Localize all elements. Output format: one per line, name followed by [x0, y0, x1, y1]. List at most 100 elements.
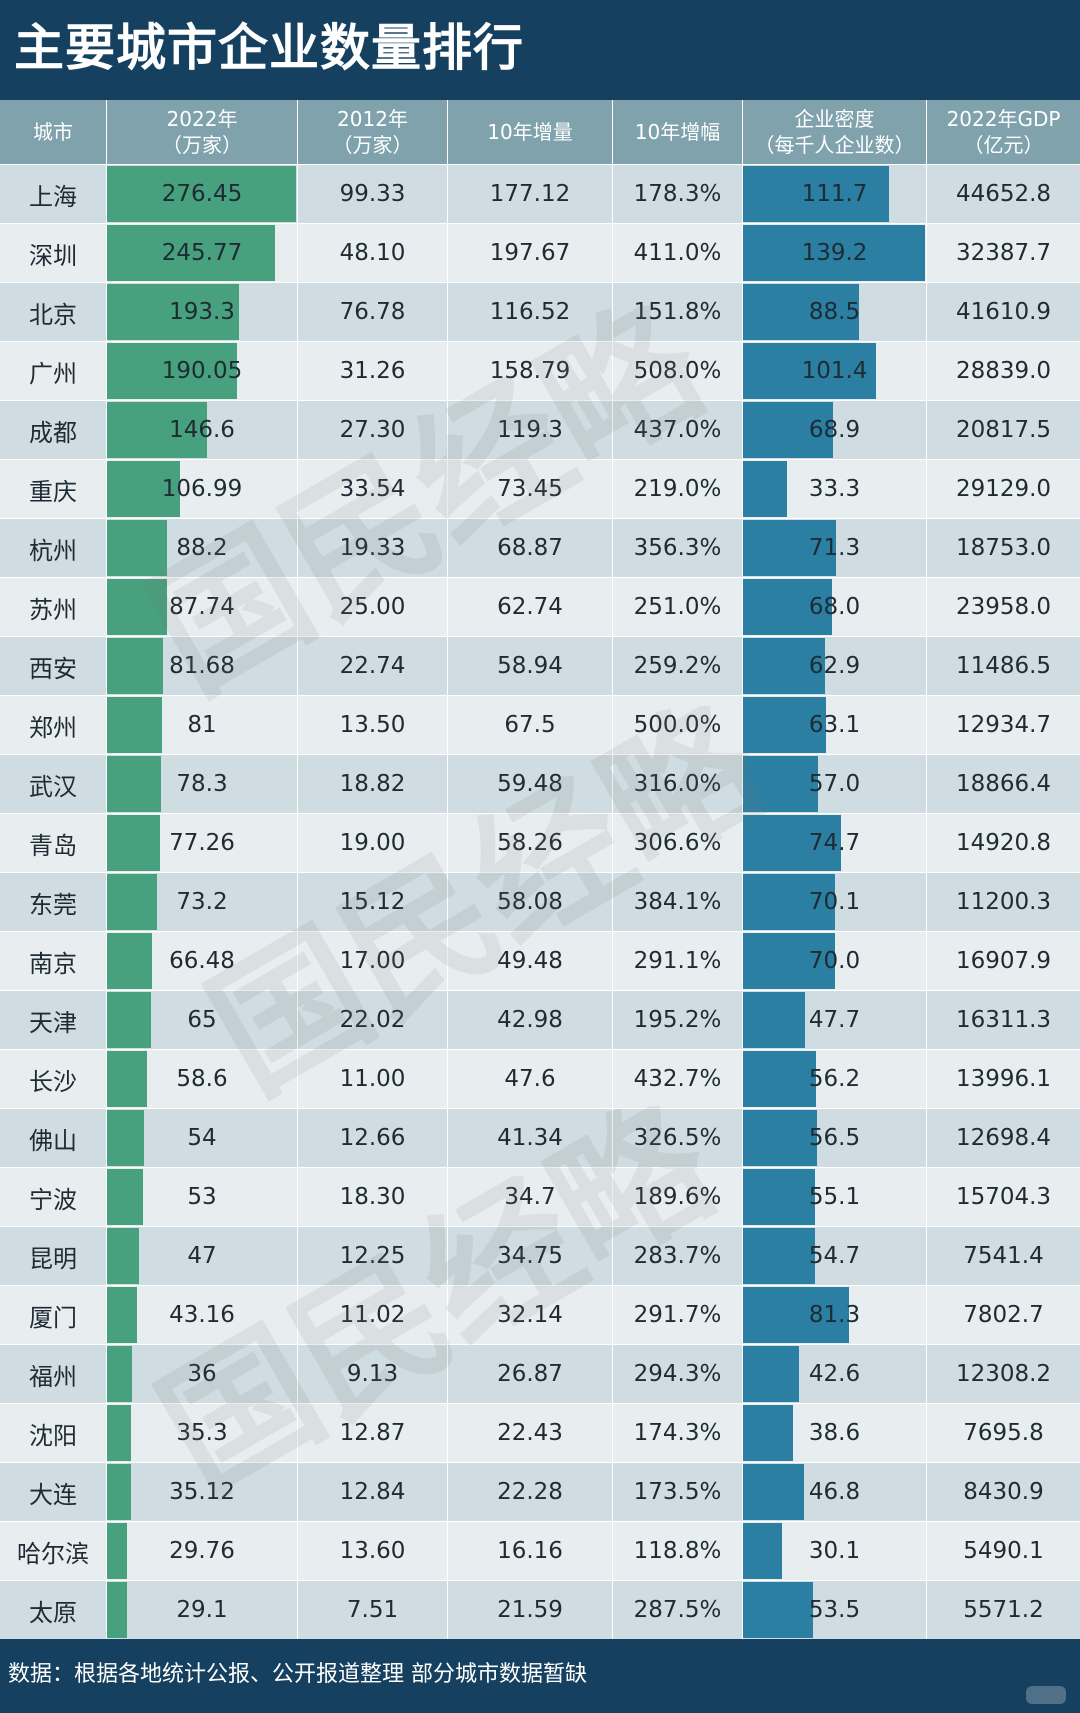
cell-gdp: 16907.9: [927, 932, 1080, 990]
cell-gdp: 14920.8: [927, 814, 1080, 872]
column-header-line: 城市: [33, 120, 73, 144]
table-row: 重庆 106.99 33.54 73.45 219.0% 33.3 29129.0: [0, 459, 1080, 518]
cell-gdp: 16311.3: [927, 991, 1080, 1049]
value-y2022: 87.74: [169, 594, 235, 620]
value-gdp: 18866.4: [955, 771, 1052, 797]
value-growth: 195.2%: [633, 1007, 722, 1033]
cell-y2012: 17.00: [298, 932, 448, 990]
value-increase: 68.87: [497, 535, 563, 561]
cell-y2022: 245.77: [107, 224, 298, 282]
value-y2022: 146.6: [169, 417, 235, 443]
value-y2022: 78.3: [176, 771, 228, 797]
bar-density: [743, 1346, 799, 1402]
bar-density: [743, 638, 826, 694]
value-gdp: 12934.7: [955, 712, 1052, 738]
value-city: 杭州: [29, 536, 77, 565]
cell-growth: 219.0%: [613, 460, 743, 518]
cell-density: 54.7: [743, 1227, 927, 1285]
value-growth: 174.3%: [633, 1420, 722, 1446]
cell-density: 81.3: [743, 1286, 927, 1344]
cell-y2012: 12.66: [298, 1109, 448, 1167]
value-y2022: 193.3: [169, 299, 235, 325]
cell-growth: 173.5%: [613, 1463, 743, 1521]
value-increase: 42.98: [497, 1007, 563, 1033]
bar-density: [743, 1464, 805, 1520]
value-growth: 356.3%: [633, 535, 722, 561]
bar-density: [743, 815, 841, 871]
cell-growth: 500.0%: [613, 696, 743, 754]
value-gdp: 29129.0: [955, 476, 1052, 502]
value-increase: 16.16: [497, 1538, 563, 1564]
cell-y2022: 53: [107, 1168, 298, 1226]
value-density: 68.9: [808, 417, 861, 443]
cell-gdp: 23958.0: [927, 578, 1080, 636]
cell-density: 53.5: [743, 1581, 927, 1639]
value-y2022: 53: [187, 1184, 217, 1210]
cell-density: 55.1: [743, 1168, 927, 1226]
value-y2022: 81: [187, 712, 217, 738]
table-row: 昆明 47 12.25 34.75 283.7% 54.7 7541.4: [0, 1226, 1080, 1285]
cell-density: 101.4: [743, 342, 927, 400]
value-gdp: 18753.0: [955, 535, 1052, 561]
source-note: 数据：根据各地统计公报、公开报道整理 部分城市数据暂缺: [8, 1662, 587, 1687]
cell-city: 福州: [0, 1345, 107, 1403]
value-y2012: 12.25: [339, 1243, 406, 1269]
cell-increase: 58.26: [448, 814, 613, 872]
cell-increase: 42.98: [448, 991, 613, 1049]
cell-y2022: 47: [107, 1227, 298, 1285]
value-y2012: 31.26: [339, 358, 406, 384]
cell-city: 青岛: [0, 814, 107, 872]
value-increase: 32.14: [497, 1302, 563, 1328]
cell-y2022: 35.12: [107, 1463, 298, 1521]
cell-y2022: 43.16: [107, 1286, 298, 1344]
cell-y2012: 7.51: [298, 1581, 448, 1639]
cell-density: 56.5: [743, 1109, 927, 1167]
cell-increase: 34.7: [448, 1168, 613, 1226]
value-gdp: 14920.8: [955, 830, 1052, 856]
cell-gdp: 28839.0: [927, 342, 1080, 400]
cell-city: 沈阳: [0, 1404, 107, 1462]
value-growth: 411.0%: [633, 240, 722, 266]
cell-city: 大连: [0, 1463, 107, 1521]
value-growth: 283.7%: [633, 1243, 722, 1269]
cell-increase: 73.45: [448, 460, 613, 518]
table-row: 苏州 87.74 25.00 62.74 251.0% 68.0 23958.0: [0, 577, 1080, 636]
cell-city: 太原: [0, 1581, 107, 1639]
value-gdp: 15704.3: [955, 1184, 1052, 1210]
value-gdp: 16907.9: [955, 948, 1052, 974]
value-density: 56.5: [808, 1125, 861, 1151]
value-y2022: 190.05: [161, 358, 243, 384]
value-increase: 34.75: [497, 1243, 563, 1269]
value-growth: 173.5%: [633, 1479, 722, 1505]
cell-increase: 158.79: [448, 342, 613, 400]
cell-y2012: 12.25: [298, 1227, 448, 1285]
bar-density: [743, 874, 835, 930]
cell-growth: 259.2%: [613, 637, 743, 695]
table-row: 佛山 54 12.66 41.34 326.5% 56.5 12698.4: [0, 1108, 1080, 1167]
value-increase: 26.87: [497, 1361, 563, 1387]
table-row: 哈尔滨 29.76 13.60 16.16 118.8% 30.1 5490.1: [0, 1521, 1080, 1580]
value-density: 56.2: [808, 1066, 861, 1092]
cell-density: 42.6: [743, 1345, 927, 1403]
cell-city: 佛山: [0, 1109, 107, 1167]
value-y2012: 19.33: [339, 535, 406, 561]
cell-y2012: 13.60: [298, 1522, 448, 1580]
cell-gdp: 7695.8: [927, 1404, 1080, 1462]
value-density: 30.1: [808, 1538, 861, 1564]
value-growth: 326.5%: [633, 1125, 722, 1151]
value-city: 太原: [29, 1598, 77, 1627]
bar-y2022: [107, 1582, 127, 1638]
cell-density: 46.8: [743, 1463, 927, 1521]
value-city: 昆明: [29, 1244, 77, 1273]
cell-increase: 22.43: [448, 1404, 613, 1462]
bar-y2022: [107, 225, 276, 281]
bar-y2022: [107, 520, 168, 576]
cell-y2022: 146.6: [107, 401, 298, 459]
bar-density: [743, 1582, 813, 1638]
value-increase: 41.34: [497, 1125, 563, 1151]
value-y2012: 76.78: [339, 299, 406, 325]
value-y2022: 73.2: [176, 889, 228, 915]
value-increase: 62.74: [497, 594, 563, 620]
value-y2012: 13.50: [339, 712, 406, 738]
cell-density: 139.2: [743, 224, 927, 282]
